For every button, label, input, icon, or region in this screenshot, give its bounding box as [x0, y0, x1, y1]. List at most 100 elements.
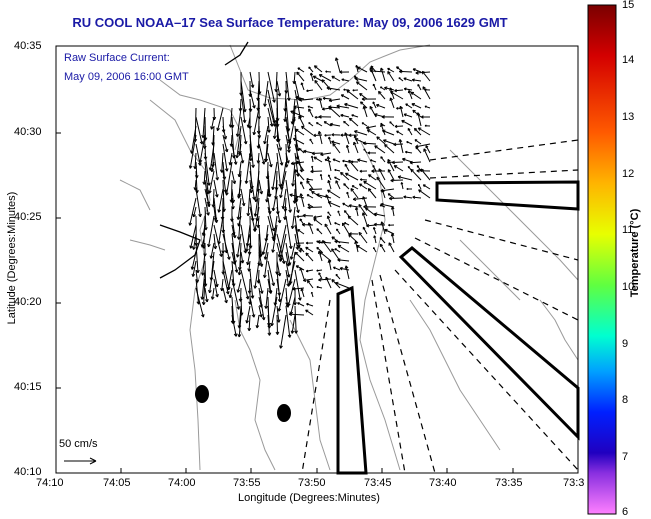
current-vector — [412, 109, 422, 118]
current-vector — [418, 127, 431, 136]
current-vector — [294, 197, 299, 213]
current-vector — [231, 188, 234, 203]
current-vector — [288, 260, 296, 287]
current-vector-head — [209, 255, 212, 259]
colorbar-tick: 12 — [622, 168, 635, 180]
current-vector-head — [343, 183, 347, 185]
current-vector — [265, 143, 269, 162]
current-vector — [202, 251, 206, 276]
current-vector — [393, 165, 404, 172]
current-vector — [278, 224, 287, 258]
current-vector-head — [201, 301, 205, 306]
current-vector-head — [248, 301, 251, 305]
current-vector-head — [298, 297, 301, 301]
current-vector — [213, 179, 218, 198]
current-vector-head — [271, 249, 274, 253]
current-vector-head — [300, 267, 303, 271]
current-vector-head — [328, 105, 332, 108]
current-vector-head — [246, 261, 248, 266]
current-vector — [238, 305, 242, 329]
current-vector — [210, 242, 215, 259]
current-vector-head — [286, 97, 290, 101]
current-vector-head — [292, 286, 296, 290]
current-vector-head — [253, 285, 256, 289]
current-vector-head — [220, 288, 223, 292]
current-vector — [363, 142, 377, 145]
current-vector — [353, 141, 359, 154]
current-vector-head — [403, 195, 407, 198]
current-vector — [403, 196, 413, 199]
current-vector — [273, 215, 278, 242]
current-vector — [416, 165, 422, 172]
current-vector-head — [415, 144, 419, 148]
current-vector — [254, 260, 260, 289]
current-vector — [312, 152, 323, 154]
current-vector-head — [340, 133, 344, 136]
current-vector — [267, 89, 276, 124]
current-vector-head — [313, 215, 317, 218]
current-vector — [238, 260, 242, 276]
current-vector-head — [404, 87, 407, 90]
current-vector — [264, 80, 269, 107]
current-vector-head — [253, 213, 256, 217]
current-vector — [410, 168, 422, 181]
current-vector — [231, 260, 235, 287]
current-vector-head — [281, 205, 284, 209]
current-vector — [240, 251, 244, 264]
current-vector-head — [275, 138, 279, 143]
current-vector-head — [251, 164, 254, 168]
current-vector — [276, 260, 281, 277]
current-vector — [213, 224, 223, 257]
current-vector — [285, 269, 290, 287]
current-vector — [344, 103, 359, 109]
current-vector-head — [250, 295, 254, 299]
current-vector-head — [207, 243, 209, 248]
current-vector-head — [269, 123, 273, 127]
current-vector-head — [279, 162, 283, 166]
current-vector — [285, 305, 291, 338]
current-vector — [285, 296, 289, 308]
current-vector — [381, 221, 386, 235]
current-vector — [282, 188, 287, 209]
current-vector-head — [388, 242, 392, 245]
current-vector — [236, 107, 242, 137]
current-vector — [366, 125, 377, 129]
current-vector — [257, 134, 260, 149]
current-vector-head — [381, 221, 385, 225]
current-vector-head — [277, 93, 281, 97]
current-vector-head — [335, 180, 339, 183]
current-vector-head — [238, 298, 241, 302]
current-vector — [313, 156, 323, 163]
current-vector-head — [396, 106, 399, 109]
current-vector-head — [306, 177, 309, 180]
current-vector — [285, 71, 290, 101]
current-vector-head — [335, 273, 338, 276]
current-vector-head — [263, 274, 265, 278]
current-vector-head — [300, 193, 304, 197]
current-vector-head — [414, 127, 418, 130]
current-vector — [276, 152, 281, 187]
current-vector — [276, 206, 281, 223]
current-vector-head — [288, 209, 291, 213]
current-vector — [305, 309, 314, 316]
xtick: 73:3 — [563, 477, 585, 489]
current-vector — [249, 134, 254, 168]
current-vector — [231, 116, 234, 128]
current-vector — [195, 161, 198, 179]
current-vector-head — [219, 169, 223, 173]
current-vector — [344, 132, 350, 145]
current-vector-head — [271, 186, 274, 190]
current-vector-head — [193, 165, 196, 170]
current-vector — [306, 180, 314, 190]
current-vector-head — [272, 135, 275, 139]
current-vector-head — [198, 162, 201, 166]
current-vector — [306, 89, 314, 92]
current-vector — [267, 98, 276, 127]
current-vector-head — [302, 213, 306, 216]
current-vector — [320, 152, 332, 156]
current-vector-head — [302, 278, 306, 281]
current-vector-head — [236, 306, 240, 310]
current-vector — [383, 139, 395, 145]
current-vector — [238, 215, 242, 227]
current-vector — [319, 251, 332, 262]
